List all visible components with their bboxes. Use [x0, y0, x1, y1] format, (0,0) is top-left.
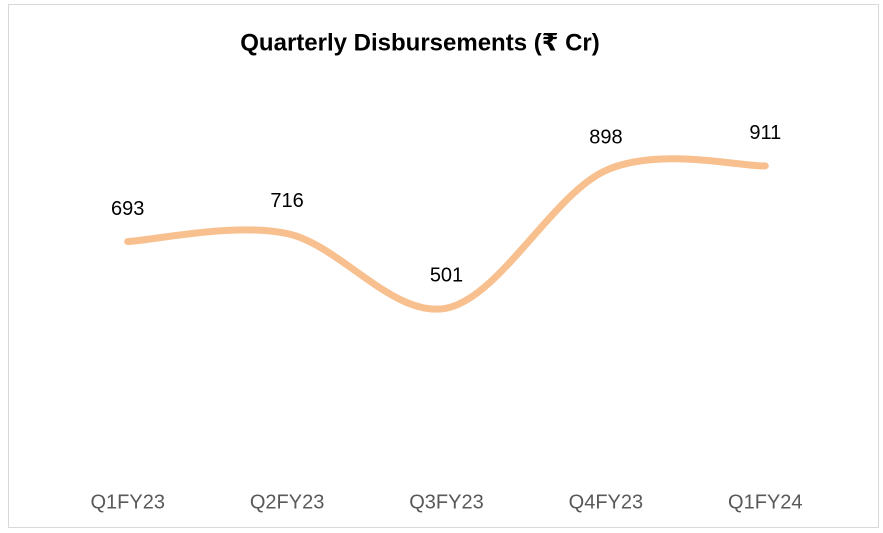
x-tick-label: Q2FY23 [250, 491, 324, 513]
data-label: 501 [430, 264, 463, 286]
chart-frame [8, 4, 879, 528]
x-tick-label: Q4FY23 [569, 491, 643, 513]
x-tick-label: Q1FY23 [90, 491, 164, 513]
x-tick-label: Q1FY24 [728, 491, 802, 513]
x-tick-label: Q3FY23 [409, 491, 483, 513]
data-label: 716 [270, 190, 303, 212]
chart-title: Quarterly Disbursements (₹ Cr) [240, 29, 599, 56]
line [124, 155, 769, 313]
data-label: 898 [589, 127, 622, 149]
data-label: 693 [111, 198, 144, 220]
data-label: 911 [749, 122, 781, 144]
